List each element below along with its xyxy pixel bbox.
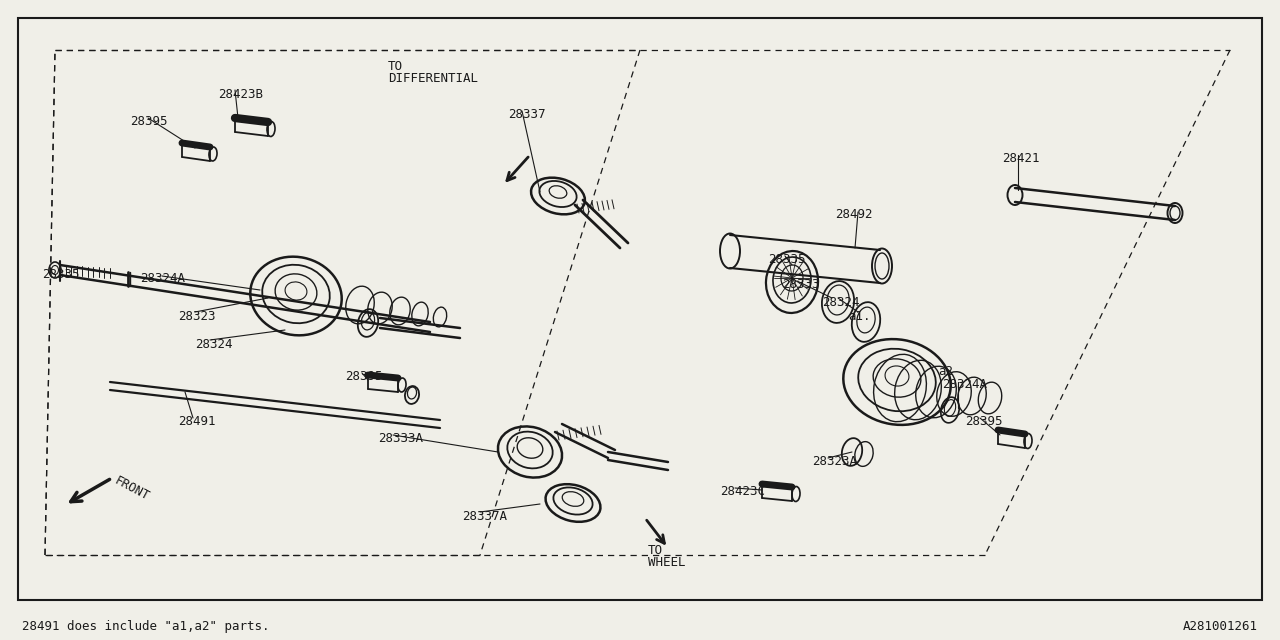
Text: 28324A: 28324A [942, 378, 987, 391]
Text: 28395: 28395 [965, 415, 1002, 428]
Text: 28395: 28395 [346, 370, 383, 383]
Text: 28491 does include "a1,a2" parts.: 28491 does include "a1,a2" parts. [22, 620, 270, 633]
Text: 28323: 28323 [178, 310, 215, 323]
Text: A281001261: A281001261 [1183, 620, 1258, 633]
Text: 28423B: 28423B [218, 88, 262, 101]
Text: WHEEL: WHEEL [648, 556, 686, 569]
Text: 28323A: 28323A [812, 455, 858, 468]
Text: 28324A: 28324A [140, 272, 186, 285]
Text: 28421: 28421 [1002, 152, 1039, 165]
Text: 28333: 28333 [782, 278, 819, 291]
Text: TO: TO [388, 60, 403, 73]
Text: 28335: 28335 [768, 253, 805, 266]
Text: 28492: 28492 [835, 208, 873, 221]
Text: 28324: 28324 [195, 338, 233, 351]
Text: a2: a2 [938, 365, 954, 378]
Text: DIFFERENTIAL: DIFFERENTIAL [388, 72, 477, 85]
Text: 28337A: 28337A [462, 510, 507, 523]
Text: 28491: 28491 [178, 415, 215, 428]
Text: a1.: a1. [849, 310, 870, 323]
Text: 28423C: 28423C [719, 485, 765, 498]
Text: TO: TO [648, 544, 663, 557]
Text: 28335: 28335 [42, 268, 79, 281]
Text: 28333A: 28333A [378, 432, 422, 445]
Text: FRONT: FRONT [111, 474, 151, 503]
Text: 28395: 28395 [131, 115, 168, 128]
Text: 28324: 28324 [822, 296, 859, 309]
Text: 28337: 28337 [508, 108, 545, 121]
